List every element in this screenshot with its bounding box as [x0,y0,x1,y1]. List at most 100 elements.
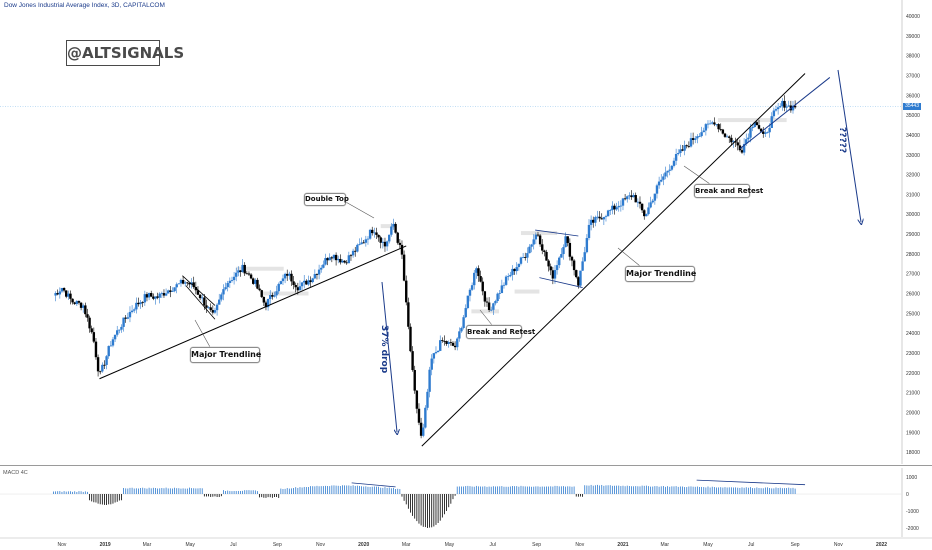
x-tick-label: Jul [489,542,495,548]
candle-body [269,295,272,299]
candle-body [687,146,691,147]
candle-body [300,282,304,287]
candle-body [519,257,523,264]
candle-body [362,242,365,244]
candle-body [670,165,674,170]
candle-body [107,346,110,357]
y-tick-label: 28000 [906,252,920,258]
candle-body [515,267,518,272]
candle-body [764,132,767,134]
y-tick-label: 22000 [906,371,920,377]
candle-body [126,317,130,319]
candle-body [679,149,682,153]
candle-body [294,284,297,288]
candle-body [118,329,121,331]
x-tick-label: Jul [230,542,236,548]
candle-body [224,287,227,290]
candle-body [700,132,703,137]
candle-body [753,122,756,128]
candle-body [260,290,263,297]
candle-body [477,268,480,277]
candle-body [424,407,427,428]
candle-body [513,268,516,272]
candle-body [740,150,744,153]
candle-body [339,258,342,263]
candle-body [711,122,714,124]
trendline-1 [99,245,407,380]
trendline-1-pointer [194,319,211,348]
break-retest-2-pointer [683,165,711,185]
candle-body [770,116,773,129]
candle-body [521,257,525,258]
candle-body [655,185,659,194]
candle-body [783,100,786,108]
candle-body [375,232,378,235]
x-tick-label: 2019 [100,542,111,548]
candle-body [447,342,450,344]
candle-body [534,234,538,240]
candle-body [638,201,642,204]
x-tick-label: 2020 [358,542,369,548]
candle-body [337,258,340,261]
candle-body [481,281,484,292]
candle-body [562,247,565,255]
candle-body [122,317,125,327]
break-retest-callout-1: Break and Retest [466,325,535,339]
candle-body [105,356,108,365]
candle-body [141,302,144,304]
candle-body [422,427,425,436]
candle-body [96,357,100,372]
last-price-tag: 35443 [903,102,921,110]
candle-body [553,270,557,279]
candle-body [65,290,68,297]
candle-body [351,250,355,256]
candle-body [626,196,629,200]
candle-body [405,280,408,303]
candle-body [713,122,716,125]
candle-body [322,264,325,268]
candle-body [377,234,380,238]
candle-body [109,345,113,347]
candle-body [668,169,671,171]
candle-body [681,149,684,151]
candle-body [462,317,465,328]
candle-body [128,311,132,318]
candle-body [594,217,597,223]
candle-body [209,307,212,311]
candle-body [205,305,208,308]
candle-body [196,290,200,295]
candle-body [619,205,623,207]
candle-body [258,288,261,291]
y-tick-label: 23000 [906,351,920,357]
candle-body [101,364,104,372]
candle-body [296,287,300,291]
candle-body [504,276,508,285]
y-tick-label: 39000 [906,34,920,40]
candle-body [150,293,153,297]
x-tick-label: 2021 [617,542,628,548]
candle-body [198,294,202,299]
candle-body [666,170,669,173]
candle-body [617,205,620,208]
candle-body [500,285,504,294]
price-zone [380,224,396,229]
candle-body [343,260,346,263]
candle-body [439,340,442,351]
candle-body [466,295,470,309]
x-tick-label: Nov [834,542,843,548]
candle-body [135,302,138,310]
candle-body [677,152,680,155]
y-tick-label: 34000 [906,133,920,139]
candle-body [230,280,234,281]
candle-body [245,273,249,275]
candle-body [623,198,627,200]
candle-body [345,262,348,264]
candle-body [188,282,191,285]
x-tick-label: Nov [575,542,584,548]
candle-body [545,251,548,261]
x-tick-label: Sep [273,542,282,548]
candle-body [305,280,308,285]
candle-body [583,252,586,262]
